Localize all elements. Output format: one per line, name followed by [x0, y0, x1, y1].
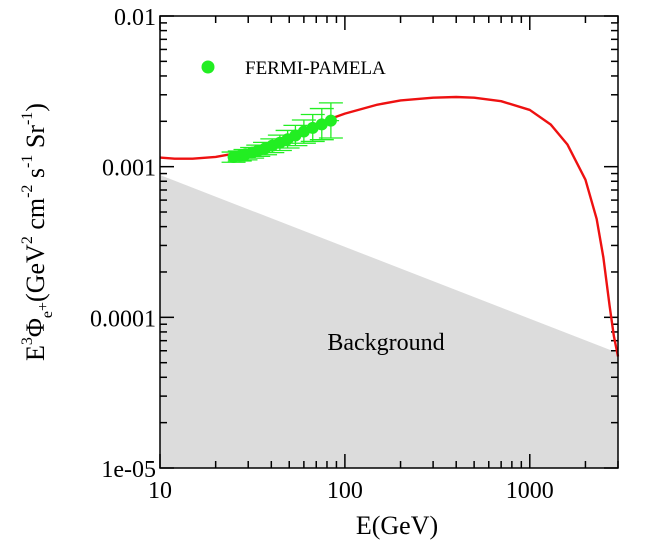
legend-marker-fermi-pamela — [201, 60, 215, 74]
y-tick-label: 1e-05 — [101, 457, 156, 483]
y-tick-label: 0.01 — [114, 5, 156, 31]
background-region — [160, 175, 618, 468]
ticks-layer — [159, 15, 619, 469]
x-tick-label: 1000 — [506, 478, 554, 504]
data-point — [318, 102, 343, 139]
y-tick-label: 0.0001 — [90, 306, 156, 332]
plot-frame — [159, 15, 619, 469]
data-point-marker — [315, 118, 328, 131]
background-layer — [160, 175, 618, 468]
legend: FERMI-PAMELA — [201, 58, 386, 79]
x-tick-label: 10 — [148, 478, 172, 504]
x-tick-label: 100 — [327, 478, 363, 504]
data-point-marker — [324, 114, 337, 127]
legend-label-fermi-pamela: FERMI-PAMELA — [245, 58, 386, 79]
background-label: Background — [327, 330, 444, 356]
labels-layer: 10 100 1000 1e-05 0.0001 0.001 0.01 — [90, 5, 554, 504]
y-axis-title: E3Φe+(GeV2 cm-2 s-1 Sr-1) — [19, 103, 56, 361]
y-tick-label: 0.001 — [102, 156, 156, 182]
points-layer — [221, 102, 343, 163]
x-axis-title: E(GeV) — [356, 511, 438, 540]
